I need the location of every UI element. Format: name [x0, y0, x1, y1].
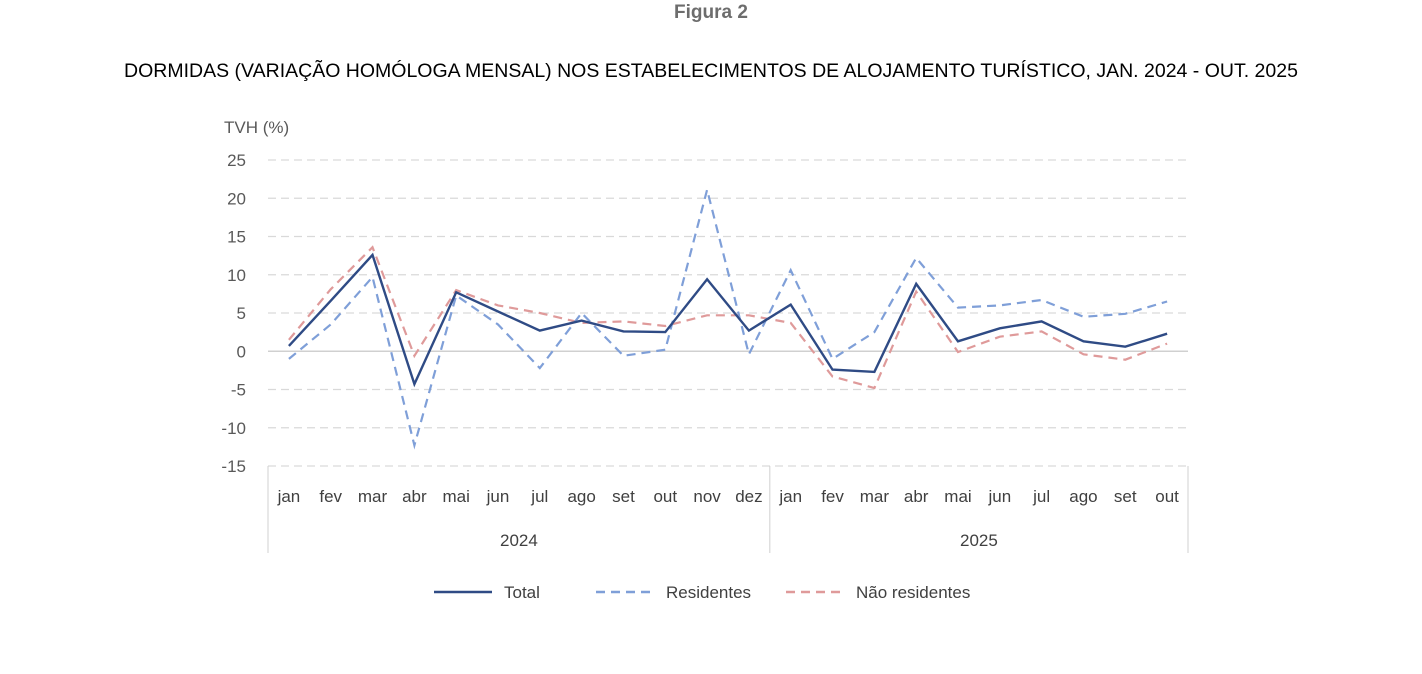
- chart-title: DORMIDAS (VARIAÇÃO HOMÓLOGA MENSAL) NOS …: [124, 60, 1298, 82]
- x-tick-label: jul: [530, 487, 548, 506]
- x-group-label: 2024: [500, 531, 538, 550]
- y-tick-label: -15: [221, 457, 246, 476]
- x-tick-label: nov: [693, 487, 721, 506]
- y-tick-label: 0: [237, 342, 246, 361]
- legend-label: Residentes: [666, 583, 751, 602]
- y-tick-label: 20: [227, 189, 246, 208]
- x-tick-label: fev: [319, 487, 342, 506]
- x-tick-label: set: [1114, 487, 1137, 506]
- x-tick-label: fev: [821, 487, 844, 506]
- x-tick-label: dez: [735, 487, 762, 506]
- y-tick-label: 5: [237, 304, 246, 323]
- y-tick-label: -10: [221, 419, 246, 438]
- x-tick-label: out: [653, 487, 677, 506]
- x-tick-label: abr: [904, 487, 929, 506]
- legend-label: Não residentes: [856, 583, 970, 602]
- x-tick-label: ago: [1069, 487, 1097, 506]
- x-tick-label: mar: [860, 487, 890, 506]
- x-tick-label: jan: [778, 487, 802, 506]
- series-line-residentes: [288, 189, 1168, 450]
- y-tick-label: 25: [227, 151, 246, 170]
- figure-label: Figura 2: [674, 2, 748, 23]
- y-axis-label: TVH (%): [224, 118, 289, 137]
- x-tick-label: jul: [1032, 487, 1050, 506]
- x-group-label: 2025: [960, 531, 998, 550]
- x-tick-label: out: [1155, 487, 1179, 506]
- x-tick-label: mar: [358, 487, 388, 506]
- x-tick-label: jun: [486, 487, 510, 506]
- y-tick-label: 10: [227, 266, 246, 285]
- x-tick-label: jan: [277, 487, 301, 506]
- series-line-total: [288, 252, 1168, 388]
- y-tick-label: -5: [231, 381, 246, 400]
- legend-label: Total: [504, 583, 540, 602]
- x-tick-label: ago: [567, 487, 595, 506]
- x-tick-label: abr: [402, 487, 427, 506]
- x-tick-label: set: [612, 487, 635, 506]
- y-tick-label: 15: [227, 228, 246, 247]
- x-tick-label: mai: [944, 487, 971, 506]
- x-tick-label: jun: [987, 487, 1011, 506]
- x-tick-label: mai: [442, 487, 469, 506]
